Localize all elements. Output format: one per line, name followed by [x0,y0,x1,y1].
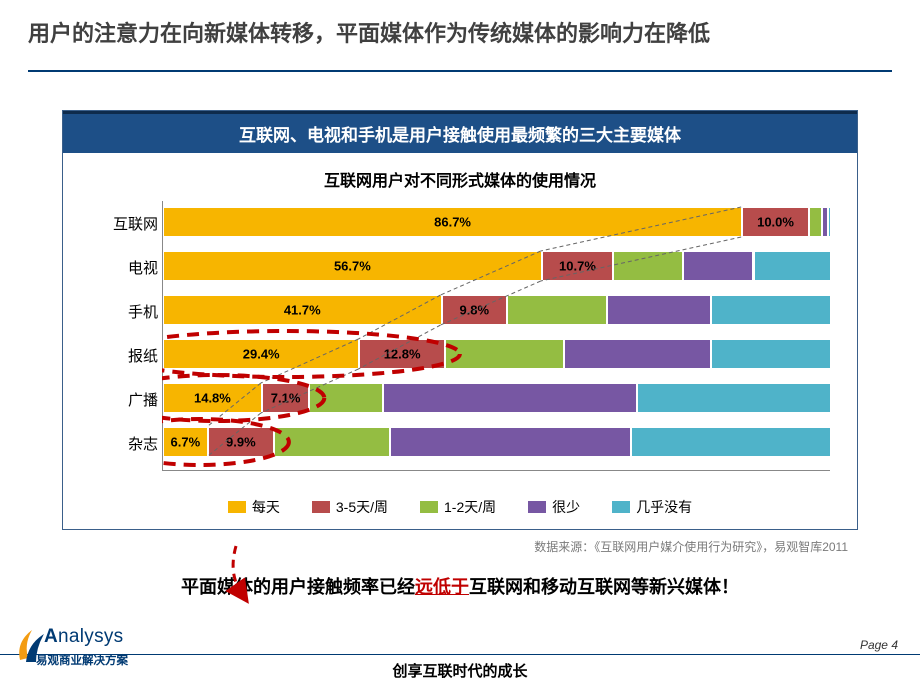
legend-item: 3-5天/周 [312,497,388,517]
legend-swatch [420,501,438,513]
plot-frame: 86.7% 10.0% 56.7% 10.7% 41.7% 9.8% 29.4% 12.8% 1… [162,201,830,471]
bar-segment [274,427,390,457]
bar-segment: 6.7% [163,427,208,457]
bar-segment: 9.9% [208,427,274,457]
bar-value-label: 12.8% [384,346,421,361]
bar-segment: 10.0% [742,207,809,237]
legend-swatch [312,501,330,513]
category-label: 广播 [98,389,158,410]
bar-segment: 56.7% [163,251,542,281]
category-label: 杂志 [98,433,158,454]
legend-swatch [228,501,246,513]
legend-label: 1-2天/周 [444,497,496,517]
legend-label: 3-5天/周 [336,497,388,517]
bar-value-label: 29.4% [243,346,280,361]
legend-item: 几乎没有 [612,497,692,517]
bar-segment: 7.1% [262,383,309,413]
logo-subtext: 易观商业解决方案 [36,652,128,668]
analysys-logo: Analysys 易观商业解决方案 [14,622,144,678]
bar-row: 14.8% 7.1% [163,383,830,413]
bar-segment: 12.8% [359,339,445,369]
bar-value-label: 10.7% [559,258,596,273]
legend-label: 几乎没有 [636,497,692,517]
page-number: Page 4 [860,638,898,652]
bar-segment [683,251,753,281]
legend-item: 很少 [528,497,580,517]
bar-segment [711,339,831,369]
bar-segment [613,251,683,281]
bar-value-label: 7.1% [271,390,301,405]
conclusion-text: 平面媒体的用户接触频率已经远低于互联网和移动互联网等新兴媒体！ [0,573,920,599]
legend-label: 很少 [552,497,580,517]
bar-row: 41.7% 9.8% [163,295,830,325]
chart-subtitle: 互联网用户对不同形式媒体的使用情况 [73,167,847,191]
bar-value-label: 86.7% [434,214,471,229]
bar-segment [445,339,564,369]
bar-segment [809,207,822,237]
title-area: 用户的注意力在向新媒体转移，平面媒体作为传统媒体的影响力在降低 [0,0,920,62]
bar-row: 56.7% 10.7% [163,251,830,281]
conclusion-post: 互联网和移动互联网等新兴媒体！ [469,577,739,597]
bar-segment [828,207,831,237]
logo-text-rest: nalysys [58,626,123,647]
slide: 用户的注意力在向新媒体转移，平面媒体作为传统媒体的影响力在降低 互联网、电视和手… [0,0,920,690]
category-label: 互联网 [98,213,158,234]
chart-plot-area: 86.7% 10.0% 56.7% 10.7% 41.7% 9.8% 29.4% 12.8% 1… [82,201,838,493]
source-text: 数据来源：《互联网用户媒介使用行为研究》，易观智库2011 [0,530,920,555]
bar-segment [564,339,711,369]
bar-segment: 9.8% [442,295,507,325]
bar-segment: 14.8% [163,383,262,413]
bar-value-label: 41.7% [284,302,321,317]
legend-item: 每天 [228,497,280,517]
bar-segment [309,383,382,413]
title-rule [28,70,892,72]
bar-segment [754,251,831,281]
category-label: 报纸 [98,345,158,366]
bar-segment [631,427,831,457]
bar-row: 86.7% 10.0% [163,207,830,237]
conclusion-highlight: 远低于 [415,577,469,597]
bar-value-label: 14.8% [194,390,231,405]
chart-container: 互联网、电视和手机是用户接触使用最频繁的三大主要媒体 互联网用户对不同形式媒体的… [62,110,858,530]
bar-segment: 41.7% [163,295,442,325]
legend-label: 每天 [252,497,280,517]
bar-segment [711,295,831,325]
bar-value-label: 56.7% [334,258,371,273]
bar-segment [607,295,711,325]
bar-segment: 86.7% [163,207,742,237]
bar-value-label: 10.0% [757,214,794,229]
bar-segment [383,383,638,413]
conclusion-pre: 平面媒体的用户接触频率已经 [181,577,415,597]
bar-segment [390,427,630,457]
chart-inner: 互联网用户对不同形式媒体的使用情况 86.7% 10.0% 56.7% 10.7% 41… [63,153,857,529]
chart-legend: 每天 3-5天/周 1-2天/周 很少 几乎没有 [73,497,847,517]
logo-text: Analysys [44,626,124,648]
bar-row: 6.7% 9.9% [163,427,830,457]
bar-value-label: 9.9% [226,434,256,449]
chart-banner: 互联网、电视和手机是用户接触使用最频繁的三大主要媒体 [63,111,857,153]
category-label: 电视 [98,257,158,278]
bar-segment [637,383,831,413]
legend-swatch [528,501,546,513]
bar-segment [507,295,607,325]
bar-segment: 10.7% [542,251,613,281]
page-title: 用户的注意力在向新媒体转移，平面媒体作为传统媒体的影响力在降低 [28,18,892,50]
legend-item: 1-2天/周 [420,497,496,517]
legend-swatch [612,501,630,513]
category-label: 手机 [98,301,158,322]
bar-value-label: 6.7% [171,434,201,449]
bar-value-label: 9.8% [459,302,489,317]
bar-row: 29.4% 12.8% [163,339,830,369]
bar-segment: 29.4% [163,339,359,369]
